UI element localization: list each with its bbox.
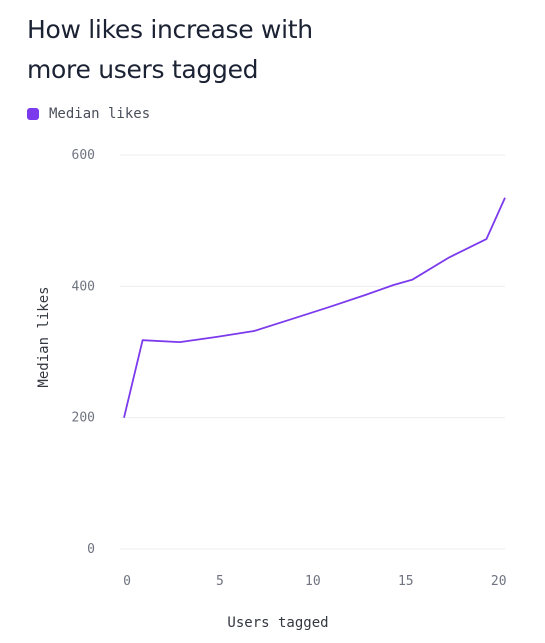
legend-swatch bbox=[27, 108, 39, 120]
x-tick-label: 10 bbox=[305, 574, 321, 589]
x-tick-labels: 0 5 10 15 20 bbox=[123, 574, 506, 589]
legend-label: Median likes bbox=[49, 106, 151, 122]
x-tick-label: 0 bbox=[123, 574, 131, 589]
x-axis-label: Users tagged bbox=[227, 615, 328, 631]
x-tick-label: 15 bbox=[398, 574, 414, 589]
x-tick-label: 20 bbox=[491, 574, 507, 589]
chart-title: How likes increase with more users tagge… bbox=[27, 15, 313, 84]
series-lines bbox=[123, 197, 506, 418]
y-tick-label: 0 bbox=[87, 542, 95, 557]
y-tick-label: 600 bbox=[72, 148, 95, 163]
y-tick-label: 400 bbox=[72, 279, 95, 294]
y-tick-labels: 0 200 400 600 bbox=[72, 148, 95, 557]
y-tick-label: 200 bbox=[72, 411, 95, 426]
gridlines bbox=[120, 154, 505, 550]
y-axis-label: Median likes bbox=[36, 286, 52, 387]
legend: Median likes bbox=[27, 106, 150, 122]
series-line-median-likes bbox=[123, 197, 506, 418]
x-tick-label: 5 bbox=[216, 574, 224, 589]
